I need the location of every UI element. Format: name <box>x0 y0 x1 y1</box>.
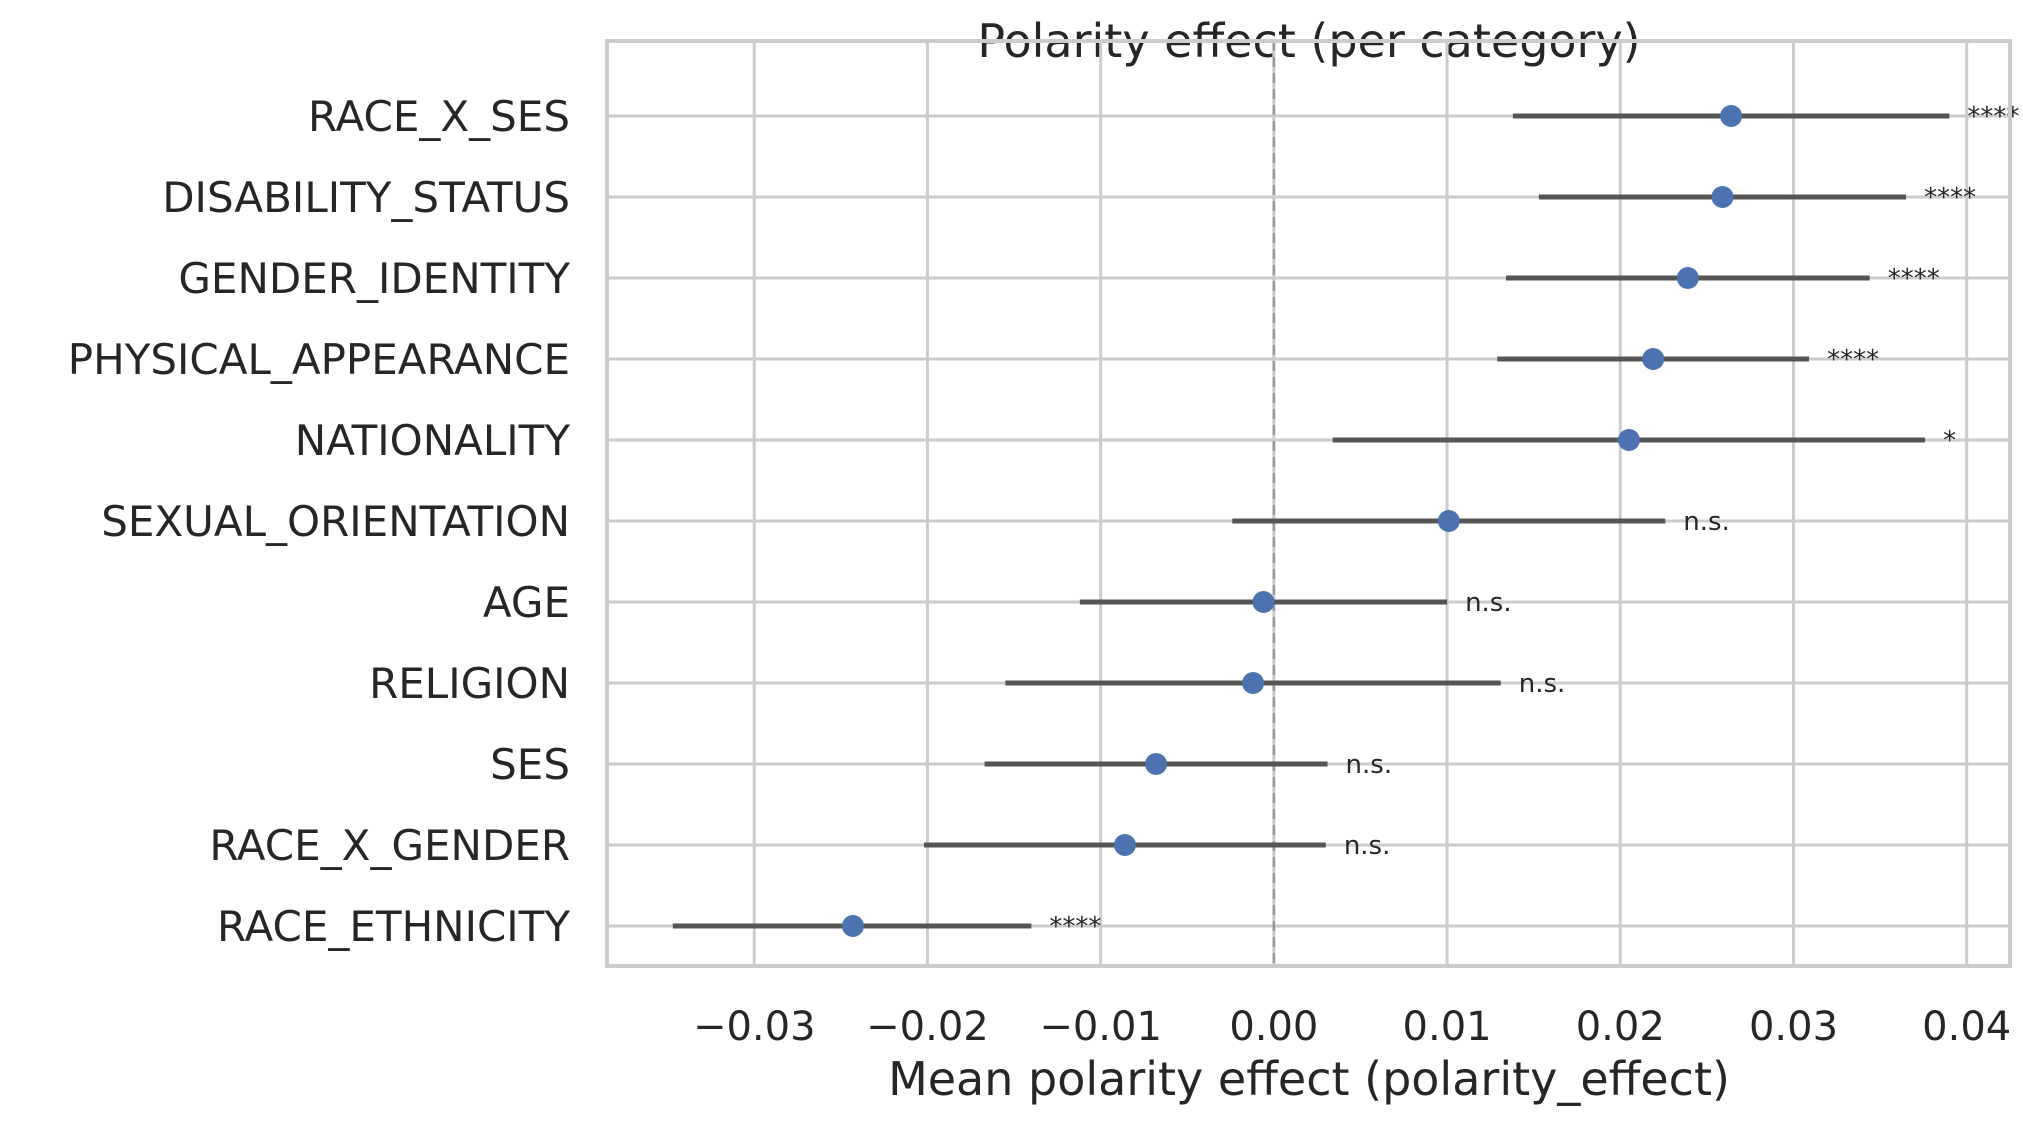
category-label: RACE_X_SES <box>308 92 570 141</box>
x-tick-labels: −0.03 −0.02 −0.01 0.00 0.01 0.02 0.03 0.04 <box>693 1004 2011 1050</box>
significance-label: n.s. <box>1344 831 1391 861</box>
x-tick-label: 0.00 <box>1229 1004 1318 1050</box>
significance-label: n.s. <box>1519 669 1566 699</box>
category-label: SES <box>490 740 570 789</box>
category-label: AGE <box>483 578 570 627</box>
category-label: SEXUAL_ORIENTATION <box>101 497 570 546</box>
mean-point <box>1617 429 1640 451</box>
category-label: PHYSICAL_APPEARANCE <box>68 335 570 384</box>
category-label: RACE_X_GENDER <box>209 821 570 870</box>
x-tick-label: 0.01 <box>1403 1004 1492 1050</box>
significance-label: **** <box>1049 912 1101 942</box>
category-label: NATIONALITY <box>295 416 571 465</box>
significance-label: n.s. <box>1465 588 1512 618</box>
x-tick-label: −0.02 <box>866 1004 989 1050</box>
category-labels: RACE_X_SES DISABILITY_STATUS GENDER_IDENTI… <box>68 92 571 951</box>
mean-point <box>1642 348 1665 370</box>
mean-point <box>841 915 864 937</box>
mean-point <box>1676 267 1699 289</box>
mean-point <box>1437 510 1460 532</box>
significance-label: n.s. <box>1346 750 1393 780</box>
grid <box>607 41 2010 966</box>
x-tick-label: −0.01 <box>1039 1004 1162 1050</box>
x-tick-label: −0.03 <box>693 1004 816 1050</box>
x-tick-label: 0.02 <box>1576 1004 1665 1050</box>
significance-label: **** <box>1827 345 1879 375</box>
category-label: DISABILITY_STATUS <box>162 173 570 222</box>
significance-label: **** <box>1924 183 1976 213</box>
mean-point <box>1720 105 1743 127</box>
mean-point <box>1242 672 1265 694</box>
mean-point <box>1145 753 1168 775</box>
category-label: GENDER_IDENTITY <box>178 254 570 303</box>
category-label: RELIGION <box>369 659 570 708</box>
x-tick-label: 0.03 <box>1749 1004 1838 1050</box>
mean-point <box>1252 591 1275 613</box>
plot-frame <box>605 39 2012 968</box>
x-axis-label: Mean polarity effect (polarity_effect) <box>888 1052 1730 1106</box>
mean-point <box>1711 186 1734 208</box>
significance-label: n.s. <box>1683 507 1730 537</box>
mean-points <box>841 105 1743 937</box>
significance-label: * <box>1943 426 1956 456</box>
significance-labels: *****************n.s.n.s.n.s.n.s.n.s.***… <box>1049 102 2019 942</box>
x-tick-label: 0.04 <box>1922 1004 2011 1050</box>
mean-point <box>1113 834 1136 856</box>
significance-label: **** <box>1888 264 1940 294</box>
category-label: RACE_ETHNICITY <box>217 902 570 951</box>
